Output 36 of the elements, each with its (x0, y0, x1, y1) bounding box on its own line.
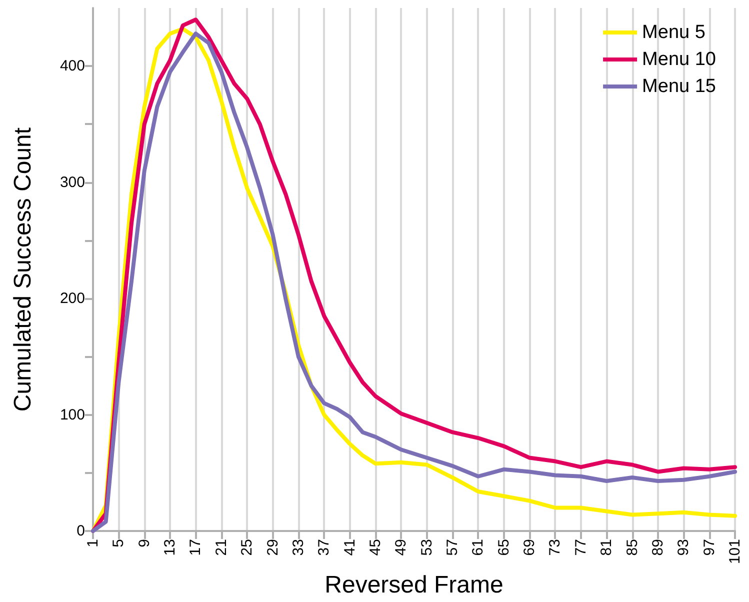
x-tick-label: 49 (392, 539, 410, 556)
x-tick-label: 61 (470, 539, 487, 556)
y-tick-label: 0 (76, 522, 85, 540)
x-tick-label: 97 (700, 539, 718, 556)
x-tick-label: 93 (675, 539, 692, 556)
x-tick-label: 45 (366, 539, 384, 556)
x-tick-label: 81 (598, 539, 616, 556)
x-tick-label: 89 (649, 539, 666, 556)
legend-label: Menu 5 (642, 22, 706, 43)
x-axis-title: Reversed Frame (324, 572, 504, 598)
legend-label: Menu 10 (642, 49, 716, 70)
x-tick-label: 37 (316, 539, 333, 556)
x-tick-label: 25 (238, 539, 256, 556)
x-tick-label: 13 (162, 539, 179, 556)
x-tick-label: 17 (187, 539, 204, 556)
x-tick-label: 29 (264, 539, 282, 556)
y-tick-label: 300 (60, 174, 85, 191)
x-tick-label: 33 (290, 539, 307, 556)
x-tick-label: 73 (546, 539, 564, 556)
x-tick-label: 21 (212, 539, 230, 556)
legend-label: Menu 15 (642, 76, 716, 97)
y-tick-label: 100 (60, 406, 85, 424)
x-tick-label: 69 (521, 539, 538, 556)
x-tick-label: 53 (418, 539, 436, 556)
x-tick-label: 1 (84, 539, 102, 548)
x-tick-label: 65 (495, 539, 512, 556)
x-tick-label: 5 (110, 539, 128, 548)
x-tick-label: 101 (726, 539, 744, 564)
x-tick-label: 9 (136, 539, 153, 548)
x-tick-label: 57 (444, 539, 462, 556)
x-tick-label: 41 (341, 539, 358, 556)
x-tick-label: 77 (572, 539, 590, 556)
y-tick-label: 400 (60, 58, 85, 75)
x-tick-label: 85 (624, 539, 641, 556)
y-tick-label: 200 (60, 290, 85, 308)
y-axis-title: Cumulated Success Count (10, 127, 36, 412)
